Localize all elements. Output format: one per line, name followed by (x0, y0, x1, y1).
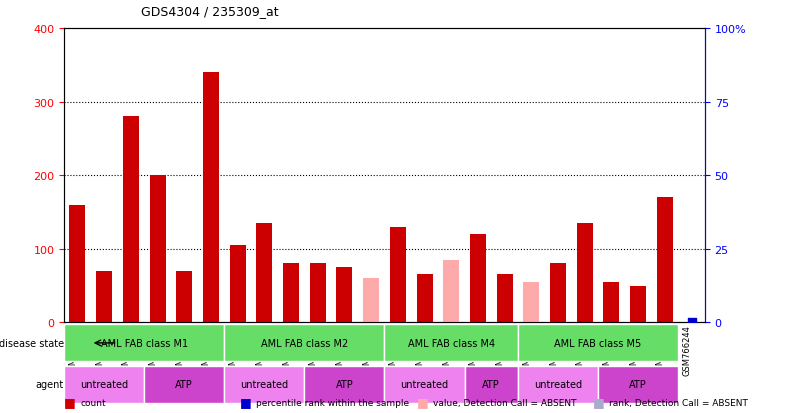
Bar (283, 264, 299, 323)
FancyBboxPatch shape (518, 366, 598, 403)
Bar (497, 275, 513, 323)
Text: count: count (80, 398, 106, 407)
Text: disease state: disease state (0, 338, 64, 348)
FancyBboxPatch shape (224, 325, 384, 361)
Text: AML FAB class M4: AML FAB class M4 (408, 338, 495, 348)
Bar (363, 278, 379, 323)
Bar (123, 117, 139, 323)
FancyBboxPatch shape (598, 366, 678, 403)
Text: AML FAB class M2: AML FAB class M2 (261, 338, 348, 348)
Bar (657, 198, 673, 323)
FancyBboxPatch shape (304, 366, 384, 403)
Text: ATP: ATP (175, 379, 193, 389)
Bar (150, 176, 166, 323)
Text: rank, Detection Call = ABSENT: rank, Detection Call = ABSENT (609, 398, 747, 407)
Bar (417, 275, 433, 323)
Bar (443, 260, 459, 323)
Text: untreated: untreated (240, 379, 288, 389)
Text: ATP: ATP (336, 379, 353, 389)
Bar (550, 264, 566, 323)
Text: untreated: untreated (400, 379, 449, 389)
Text: ■: ■ (417, 395, 429, 408)
Text: ■: ■ (593, 395, 605, 408)
Bar (336, 268, 352, 323)
Bar (310, 264, 326, 323)
Bar (523, 282, 539, 323)
FancyBboxPatch shape (64, 325, 224, 361)
Text: percentile rank within the sample: percentile rank within the sample (256, 398, 409, 407)
Bar (470, 235, 486, 323)
Bar (256, 223, 272, 323)
Bar (630, 286, 646, 323)
FancyBboxPatch shape (518, 325, 678, 361)
Text: ATP: ATP (482, 379, 500, 389)
Text: value, Detection Call = ABSENT: value, Detection Call = ABSENT (433, 398, 576, 407)
Bar (603, 282, 619, 323)
Bar (176, 271, 192, 323)
Text: AML FAB class M1: AML FAB class M1 (101, 338, 187, 348)
Text: ■: ■ (240, 395, 252, 408)
Bar (203, 73, 219, 323)
Text: untreated: untreated (534, 379, 582, 389)
FancyBboxPatch shape (465, 366, 518, 403)
Bar (96, 271, 112, 323)
FancyBboxPatch shape (64, 366, 144, 403)
Text: ■: ■ (64, 395, 76, 408)
Bar (390, 227, 406, 323)
Text: ATP: ATP (630, 379, 647, 389)
Text: agent: agent (36, 379, 64, 389)
Point (685, 319, 698, 326)
Bar (230, 245, 246, 323)
FancyBboxPatch shape (144, 366, 224, 403)
Text: AML FAB class M5: AML FAB class M5 (554, 338, 642, 348)
FancyBboxPatch shape (224, 366, 304, 403)
FancyBboxPatch shape (384, 366, 465, 403)
FancyBboxPatch shape (384, 325, 518, 361)
Text: GDS4304 / 235309_at: GDS4304 / 235309_at (141, 5, 279, 18)
Bar (70, 205, 86, 323)
Bar (577, 223, 593, 323)
Text: untreated: untreated (80, 379, 128, 389)
